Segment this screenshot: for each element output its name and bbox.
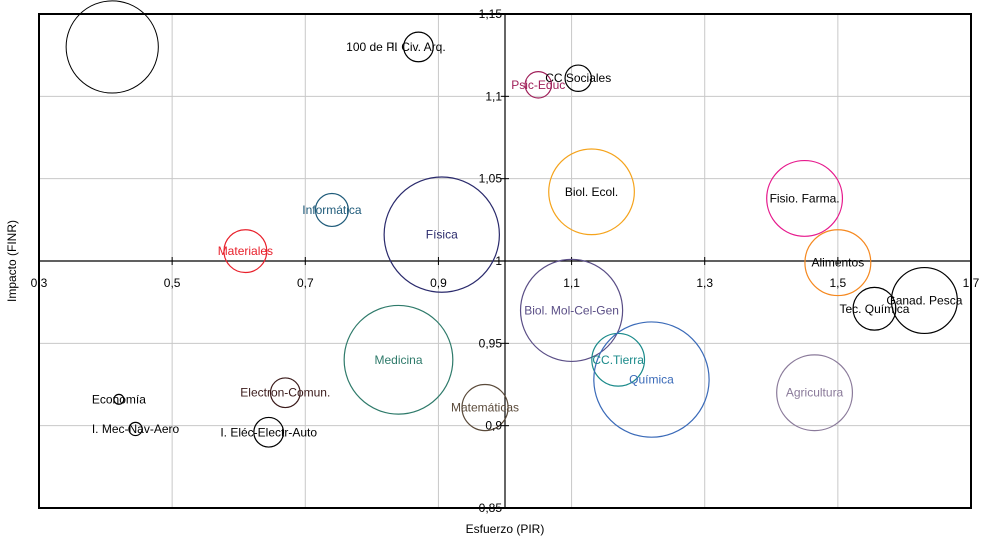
bubble-label: Ganad. Pesca bbox=[886, 294, 962, 308]
bubble bbox=[766, 159, 844, 237]
x-tick-label: 0,7 bbox=[297, 276, 314, 290]
y-tick-label: 0,9 bbox=[485, 419, 502, 433]
bubble-label: Tec. Química bbox=[839, 302, 909, 316]
x-tick-label: 1,3 bbox=[696, 276, 713, 290]
bubble-label: Física bbox=[426, 228, 458, 242]
bubble bbox=[524, 71, 553, 99]
bubble bbox=[314, 192, 349, 228]
bubble-label: Alimentos bbox=[812, 256, 865, 270]
bubble bbox=[852, 286, 897, 331]
bubble bbox=[804, 229, 872, 297]
y-tick-label: 0,95 bbox=[479, 336, 503, 350]
bubble bbox=[593, 321, 710, 438]
y-tick-label: 1 bbox=[495, 254, 502, 268]
bubble bbox=[223, 229, 268, 274]
bubble bbox=[461, 383, 509, 432]
bubble-label: I. Eléc-Electr-Auto bbox=[220, 425, 317, 439]
bubble bbox=[343, 304, 454, 415]
bubble-size-reference bbox=[65, 0, 159, 94]
bubble-label: Biol. Ecol. bbox=[565, 185, 618, 199]
bubble-label: Matemáticas bbox=[451, 401, 519, 415]
x-tick-label: 0,9 bbox=[430, 276, 447, 290]
bubble-label: Biol. Mol-Cel-Gen bbox=[524, 303, 619, 317]
bubble bbox=[519, 258, 624, 363]
bubble bbox=[548, 148, 635, 236]
bubble-label: Agricultura bbox=[786, 386, 844, 400]
bubble bbox=[128, 421, 143, 437]
bubble-label: Psic-Educ bbox=[511, 78, 565, 92]
plot-frame bbox=[38, 13, 972, 509]
x-axis-label: Esfuerzo (PIR) bbox=[466, 522, 545, 536]
x-tick-label: 1,1 bbox=[563, 276, 580, 290]
bubble-labels: 100 de PII. Civ. Arq. CC SocialesPsic-Edu… bbox=[92, 40, 963, 439]
bubble-label: CC Sociales bbox=[545, 71, 611, 85]
bubble-label: Economía bbox=[92, 392, 146, 406]
bubble bbox=[253, 416, 285, 448]
bubble-label: Fisio. Farma. bbox=[770, 191, 840, 205]
bubble-label: Electron-Comun. bbox=[240, 386, 330, 400]
x-tick-label: 1,5 bbox=[830, 276, 847, 290]
bubble-size-reference-label: 100 de PI bbox=[346, 40, 397, 54]
bubble-label: CC.Tierra bbox=[592, 353, 644, 367]
bubble-label: I. Mec-Nav-Aero bbox=[92, 422, 180, 436]
bubble bbox=[383, 176, 500, 293]
bubble bbox=[269, 377, 301, 409]
bubble-label: I. Civ. Arq. bbox=[391, 40, 445, 54]
bubbles bbox=[65, 0, 958, 448]
bubble bbox=[113, 393, 125, 405]
bubble bbox=[403, 31, 434, 63]
bubble bbox=[776, 354, 854, 432]
bubble bbox=[564, 64, 593, 92]
y-axis-label: Impacto (FINR) bbox=[5, 220, 19, 302]
tick-labels: 0,3 0,5 0,7 0,9 1,1 1,3 1,5 1,70,850,90,9511,05… bbox=[31, 7, 980, 515]
x-tick-label: 0,5 bbox=[164, 276, 181, 290]
y-tick-label: 1,05 bbox=[479, 172, 503, 186]
y-tick-label: 1,1 bbox=[485, 89, 502, 103]
bubble-label: Medicina bbox=[374, 353, 422, 367]
bubble-label: Informática bbox=[302, 203, 362, 217]
bubble-label: Química bbox=[629, 373, 674, 387]
bubble bbox=[890, 266, 958, 335]
bubble-label: Materiales bbox=[218, 244, 273, 258]
bubble bbox=[591, 332, 646, 387]
